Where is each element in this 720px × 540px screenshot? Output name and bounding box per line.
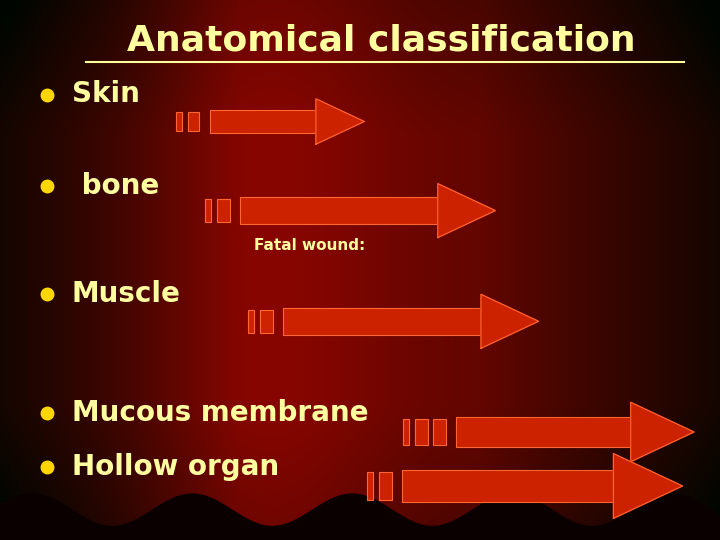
- Text: Skin: Skin: [72, 80, 140, 109]
- Text: bone: bone: [72, 172, 159, 200]
- Bar: [240, 197, 438, 224]
- Text: Anatomical classification: Anatomical classification: [127, 24, 636, 57]
- Polygon shape: [438, 184, 495, 238]
- Bar: [260, 310, 273, 333]
- Bar: [283, 308, 481, 335]
- Text: Mucous membrane: Mucous membrane: [72, 399, 369, 427]
- Text: Fatal wound:: Fatal wound:: [254, 238, 365, 253]
- Polygon shape: [316, 99, 364, 144]
- Bar: [403, 420, 409, 444]
- Bar: [433, 420, 446, 444]
- Bar: [415, 420, 428, 444]
- Bar: [217, 199, 230, 222]
- Text: Hollow organ: Hollow organ: [72, 453, 279, 481]
- Text: Muscle: Muscle: [72, 280, 181, 308]
- Bar: [402, 470, 613, 502]
- Bar: [176, 112, 182, 131]
- Polygon shape: [631, 402, 694, 462]
- Bar: [379, 472, 392, 500]
- Bar: [210, 110, 316, 133]
- Polygon shape: [481, 294, 539, 348]
- Polygon shape: [613, 454, 683, 518]
- Bar: [248, 310, 254, 333]
- Bar: [205, 199, 211, 222]
- Bar: [188, 112, 199, 131]
- Bar: [367, 472, 373, 500]
- Bar: [456, 417, 631, 447]
